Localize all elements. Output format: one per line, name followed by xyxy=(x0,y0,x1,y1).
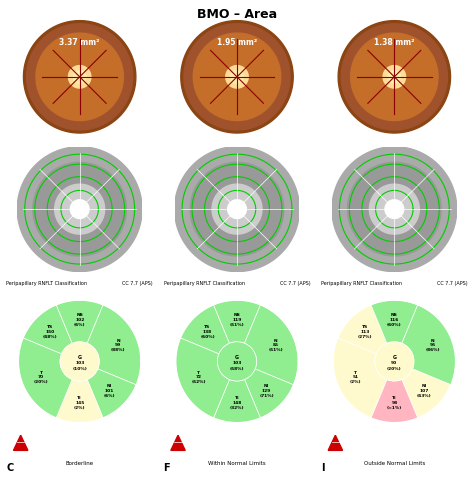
Text: B: B xyxy=(20,257,27,266)
Polygon shape xyxy=(226,66,248,88)
Polygon shape xyxy=(347,162,441,256)
Polygon shape xyxy=(383,66,406,88)
Polygon shape xyxy=(17,147,142,272)
Polygon shape xyxy=(70,200,89,218)
Polygon shape xyxy=(27,24,133,130)
Text: A: A xyxy=(25,122,32,132)
Text: Peripapillary RNFLT Classification: Peripapillary RNFLT Classification xyxy=(164,281,245,286)
Polygon shape xyxy=(181,21,293,133)
Text: G: G xyxy=(339,122,347,132)
Text: H: H xyxy=(335,257,343,266)
Text: BMO – Area: BMO – Area xyxy=(197,8,277,21)
Text: C: C xyxy=(6,463,13,473)
Polygon shape xyxy=(341,24,447,130)
Text: 1.95 mm²: 1.95 mm² xyxy=(217,38,257,47)
Polygon shape xyxy=(212,184,262,234)
Polygon shape xyxy=(68,66,91,88)
Polygon shape xyxy=(228,200,246,218)
Polygon shape xyxy=(385,200,404,218)
Polygon shape xyxy=(338,21,450,133)
Polygon shape xyxy=(190,162,284,256)
Text: I: I xyxy=(321,463,324,473)
Polygon shape xyxy=(55,184,105,234)
Polygon shape xyxy=(388,71,401,83)
Text: CC 7.7 (APS): CC 7.7 (APS) xyxy=(437,281,468,286)
Polygon shape xyxy=(36,33,123,120)
Polygon shape xyxy=(369,184,419,234)
Polygon shape xyxy=(33,162,127,256)
Text: CC 7.7 (APS): CC 7.7 (APS) xyxy=(280,281,310,286)
Text: Peripapillary RNFLT Classification: Peripapillary RNFLT Classification xyxy=(321,281,402,286)
Polygon shape xyxy=(184,24,290,130)
Polygon shape xyxy=(231,71,243,83)
Text: F: F xyxy=(164,463,170,473)
Polygon shape xyxy=(174,147,300,272)
Text: CC 7.7 (APS): CC 7.7 (APS) xyxy=(122,281,153,286)
Text: 1.38 mm²: 1.38 mm² xyxy=(374,38,415,47)
Text: 3.37 mm²: 3.37 mm² xyxy=(59,38,100,47)
Polygon shape xyxy=(193,33,281,120)
Polygon shape xyxy=(351,33,438,120)
Polygon shape xyxy=(73,71,86,83)
Text: Peripapillary RNFLT Classification: Peripapillary RNFLT Classification xyxy=(6,281,87,286)
Polygon shape xyxy=(24,21,136,133)
Polygon shape xyxy=(332,147,457,272)
Text: D: D xyxy=(182,122,190,132)
Text: E: E xyxy=(178,257,184,266)
